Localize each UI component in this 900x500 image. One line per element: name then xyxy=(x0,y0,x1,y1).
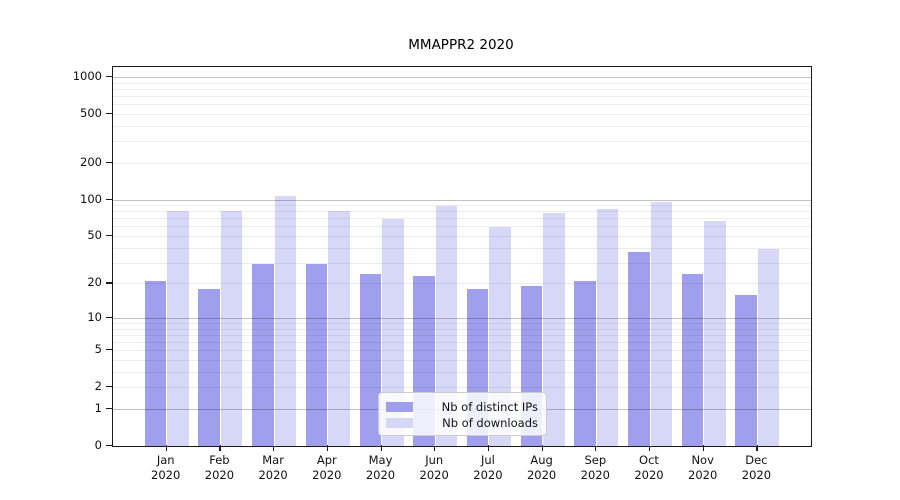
major-gridline xyxy=(113,76,811,78)
y-tick-mark xyxy=(106,408,112,410)
x-tick-mark xyxy=(649,445,651,451)
bar-downloads xyxy=(382,219,404,446)
bar-downloads xyxy=(220,210,243,446)
bar-downloads xyxy=(757,248,780,446)
x-tick-label: Sep 2020 xyxy=(580,453,610,482)
x-tick-mark xyxy=(326,445,328,451)
y-tick-label: 1000 xyxy=(72,68,102,83)
y-tick-mark xyxy=(106,349,112,351)
bar-downloads xyxy=(596,208,619,446)
minor-gridline xyxy=(113,82,811,84)
x-tick-mark xyxy=(541,445,543,451)
bar-downloads xyxy=(704,220,726,446)
bar-distinct-ips xyxy=(305,264,328,446)
plot-area xyxy=(112,66,812,447)
x-tick-mark xyxy=(219,445,221,451)
legend-item: Nb of downloads xyxy=(386,415,538,430)
chart-title: MMAPPR2 2020 xyxy=(408,37,514,53)
y-tick-mark xyxy=(106,198,112,200)
bar-downloads xyxy=(650,201,672,446)
major-gridline xyxy=(113,199,811,201)
bar-downloads xyxy=(167,210,189,446)
x-tick-label: Mar 2020 xyxy=(258,453,288,482)
minor-gridline xyxy=(113,88,811,90)
minor-gridline xyxy=(113,141,811,143)
x-tick-label: May 2020 xyxy=(365,453,396,482)
minor-gridline xyxy=(113,162,811,164)
bar-distinct-ips xyxy=(252,264,274,446)
x-tick-mark xyxy=(595,445,597,451)
x-tick-mark xyxy=(702,445,704,451)
y-tick-label: 50 xyxy=(87,228,102,242)
legend-label: Nb of downloads xyxy=(442,415,538,430)
bar-downloads xyxy=(489,227,511,446)
bar-distinct-ips xyxy=(735,294,757,446)
x-tick-mark xyxy=(434,445,436,451)
bar-distinct-ips xyxy=(359,274,381,446)
minor-gridline xyxy=(113,104,811,106)
bar-distinct-ips xyxy=(681,274,704,446)
legend-swatch-downloads xyxy=(386,417,413,428)
legend-swatch-distinct-ips xyxy=(386,401,413,412)
bar-distinct-ips xyxy=(144,280,167,446)
y-tick-label: 100 xyxy=(80,191,102,206)
y-tick-label: 1 xyxy=(94,401,102,415)
bar-distinct-ips xyxy=(198,288,220,446)
x-tick-label: Apr 2020 xyxy=(312,453,342,482)
x-tick-label: Dec 2020 xyxy=(741,453,772,482)
minor-gridline xyxy=(113,218,811,220)
y-tick-mark xyxy=(106,282,112,284)
y-tick-mark xyxy=(106,445,112,447)
bar-distinct-ips xyxy=(628,251,650,446)
y-tick-mark xyxy=(106,161,112,163)
bar-downloads xyxy=(543,213,565,446)
x-tick-label: Feb 2020 xyxy=(204,453,235,482)
y-tick-mark xyxy=(106,112,112,115)
y-tick-mark xyxy=(106,235,112,237)
x-tick-label: Jun 2020 xyxy=(419,453,449,482)
x-tick-label: Oct 2020 xyxy=(634,453,664,482)
x-tick-label: Jul 2020 xyxy=(473,453,503,482)
bar-downloads xyxy=(328,210,350,446)
legend-item: Nb of distinct IPs xyxy=(386,399,538,414)
y-tick-label: 5 xyxy=(94,342,102,357)
x-tick-label: Jan 2020 xyxy=(151,453,181,482)
minor-gridline xyxy=(113,96,811,97)
minor-gridline xyxy=(113,211,811,213)
x-tick-mark xyxy=(380,445,382,451)
y-tick-mark xyxy=(106,75,112,78)
x-tick-mark xyxy=(165,445,167,451)
y-tick-label: 200 xyxy=(80,154,102,169)
legend: Nb of distinct IPs Nb of downloads xyxy=(378,392,547,436)
minor-gridline xyxy=(113,125,811,127)
x-tick-mark xyxy=(756,445,758,451)
bar-distinct-ips xyxy=(574,280,596,446)
x-tick-mark xyxy=(487,445,490,451)
y-tick-label: 20 xyxy=(87,275,102,290)
y-tick-label: 500 xyxy=(80,105,102,120)
minor-gridline xyxy=(113,113,811,115)
minor-gridline xyxy=(113,205,811,206)
y-tick-label: 10 xyxy=(87,309,102,324)
y-tick-label: 2 xyxy=(94,379,102,394)
y-tick-label: 0 xyxy=(94,438,102,452)
y-tick-mark xyxy=(106,316,112,319)
y-tick-mark xyxy=(106,386,112,388)
x-tick-label: Aug 2020 xyxy=(526,453,557,482)
bar-downloads xyxy=(435,206,458,446)
x-tick-mark xyxy=(273,445,275,451)
bar-downloads xyxy=(274,195,297,446)
legend-label: Nb of distinct IPs xyxy=(441,399,538,414)
x-tick-label: Nov 2020 xyxy=(688,453,718,482)
